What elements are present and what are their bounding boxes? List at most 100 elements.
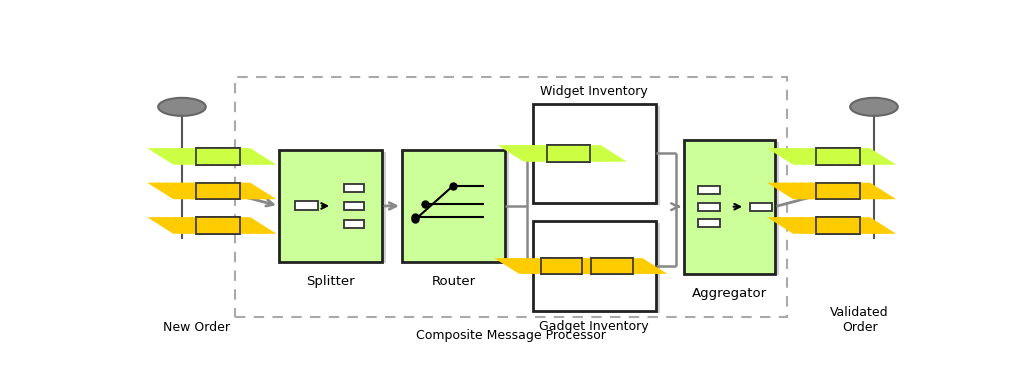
Bar: [197, 183, 240, 199]
Polygon shape: [792, 148, 830, 165]
Polygon shape: [545, 258, 583, 274]
Polygon shape: [553, 258, 590, 274]
Polygon shape: [539, 145, 578, 162]
Bar: [279, 151, 382, 262]
Text: Composite Message Processor: Composite Message Processor: [416, 329, 606, 342]
Polygon shape: [180, 183, 219, 199]
Polygon shape: [792, 183, 830, 199]
Bar: [816, 183, 860, 199]
Polygon shape: [808, 183, 847, 199]
Polygon shape: [525, 258, 562, 274]
Polygon shape: [841, 183, 880, 199]
Polygon shape: [547, 145, 586, 162]
Bar: [816, 183, 860, 199]
Polygon shape: [164, 217, 203, 234]
Text: Splitter: Splitter: [306, 275, 354, 288]
Polygon shape: [580, 145, 618, 162]
Polygon shape: [767, 183, 806, 199]
Polygon shape: [229, 217, 268, 234]
Polygon shape: [816, 148, 855, 165]
Polygon shape: [630, 258, 668, 274]
Bar: [698, 202, 721, 211]
Polygon shape: [156, 217, 195, 234]
Bar: [698, 186, 721, 194]
Polygon shape: [824, 183, 863, 199]
Polygon shape: [824, 148, 863, 165]
Text: Validated
Order: Validated Order: [830, 306, 889, 333]
Polygon shape: [783, 217, 822, 234]
Polygon shape: [238, 217, 276, 234]
Bar: [684, 140, 775, 273]
Polygon shape: [517, 258, 555, 274]
Polygon shape: [213, 217, 252, 234]
Polygon shape: [498, 145, 537, 162]
Bar: [592, 258, 633, 274]
Polygon shape: [172, 183, 211, 199]
Polygon shape: [614, 258, 652, 274]
Polygon shape: [221, 148, 260, 165]
Bar: [750, 202, 772, 211]
Bar: [197, 148, 240, 165]
Bar: [283, 152, 386, 263]
Bar: [295, 202, 318, 211]
Polygon shape: [188, 148, 227, 165]
Polygon shape: [857, 148, 896, 165]
Circle shape: [850, 98, 898, 116]
Bar: [532, 221, 655, 311]
Polygon shape: [549, 258, 586, 274]
Polygon shape: [849, 148, 888, 165]
Polygon shape: [607, 258, 644, 274]
Polygon shape: [775, 148, 814, 165]
Circle shape: [158, 98, 206, 116]
Polygon shape: [506, 145, 545, 162]
Bar: [344, 202, 365, 210]
Bar: [816, 217, 860, 234]
Polygon shape: [514, 145, 553, 162]
Polygon shape: [197, 183, 236, 199]
Bar: [197, 183, 240, 199]
Polygon shape: [800, 148, 839, 165]
Polygon shape: [147, 183, 186, 199]
Polygon shape: [808, 148, 847, 165]
Polygon shape: [564, 258, 601, 274]
Polygon shape: [824, 217, 863, 234]
Text: New Order: New Order: [163, 321, 229, 333]
Polygon shape: [221, 183, 260, 199]
Polygon shape: [775, 217, 814, 234]
Bar: [816, 217, 860, 234]
Polygon shape: [841, 217, 880, 234]
Polygon shape: [147, 217, 186, 234]
Polygon shape: [197, 148, 236, 165]
Bar: [197, 148, 240, 165]
Bar: [532, 104, 655, 203]
Polygon shape: [816, 183, 855, 199]
Polygon shape: [792, 217, 830, 234]
Polygon shape: [180, 217, 219, 234]
Polygon shape: [205, 148, 244, 165]
Polygon shape: [238, 148, 276, 165]
Bar: [547, 145, 590, 162]
Polygon shape: [172, 217, 211, 234]
Polygon shape: [213, 183, 252, 199]
Polygon shape: [808, 217, 847, 234]
Polygon shape: [560, 258, 598, 274]
Polygon shape: [532, 258, 570, 274]
Polygon shape: [522, 145, 561, 162]
Text: Widget Inventory: Widget Inventory: [541, 85, 648, 98]
Polygon shape: [563, 145, 602, 162]
Polygon shape: [205, 217, 244, 234]
Polygon shape: [623, 258, 659, 274]
Polygon shape: [156, 148, 195, 165]
Polygon shape: [588, 145, 627, 162]
Text: Gadget Inventory: Gadget Inventory: [540, 320, 649, 333]
Bar: [698, 219, 721, 227]
Polygon shape: [575, 258, 613, 274]
Polygon shape: [833, 183, 871, 199]
Polygon shape: [833, 148, 871, 165]
Polygon shape: [767, 148, 806, 165]
Polygon shape: [568, 258, 605, 274]
Polygon shape: [229, 183, 268, 199]
Polygon shape: [495, 258, 531, 274]
Bar: [537, 223, 659, 313]
Polygon shape: [238, 183, 276, 199]
